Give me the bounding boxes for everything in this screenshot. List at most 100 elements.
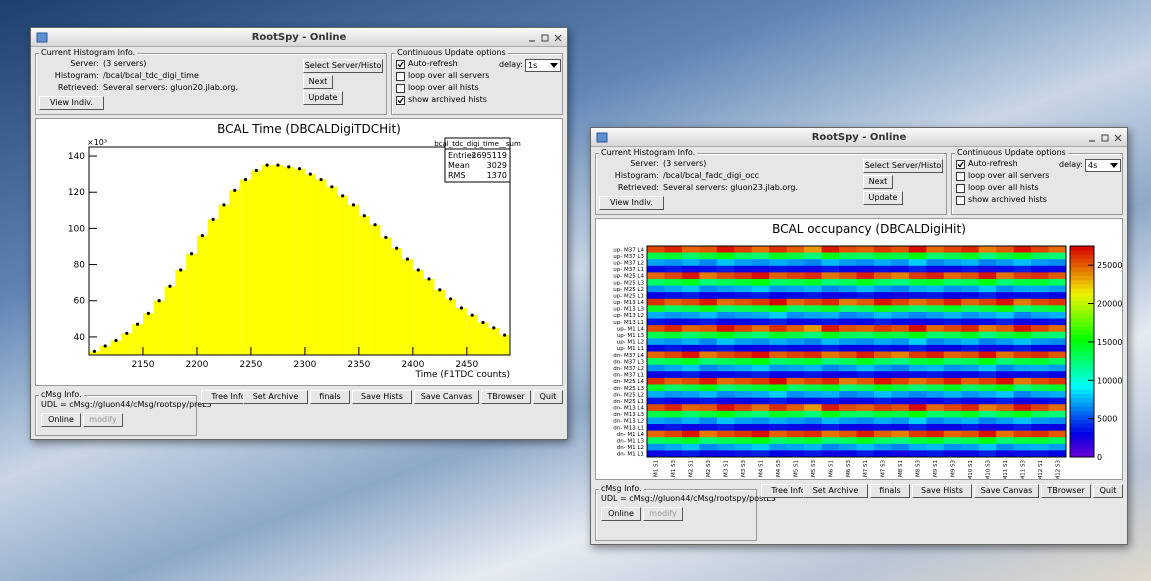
button[interactable]: Set Archive (803, 484, 868, 498)
heat-cell (891, 259, 910, 267)
button[interactable]: Next (303, 75, 333, 89)
button[interactable]: Select Server/Histo (303, 59, 383, 73)
heat-cell (856, 265, 875, 273)
heat-cell (769, 384, 787, 392)
heat-cell (734, 358, 753, 365)
button[interactable]: modify (643, 507, 683, 521)
heat-cell (751, 450, 770, 458)
heat-cell (926, 292, 945, 300)
button[interactable]: View Indiv. (599, 196, 664, 210)
heat-cell (908, 430, 927, 438)
button[interactable]: Save Canvas (974, 484, 1039, 498)
heat-cell (978, 252, 997, 260)
checkbox[interactable] (396, 96, 405, 105)
checkbox[interactable] (956, 184, 965, 193)
heat-cell (1048, 417, 1067, 425)
heat-cell (716, 246, 735, 253)
button[interactable]: Quit (533, 390, 563, 404)
checkbox[interactable] (396, 84, 405, 93)
heat-cell (699, 344, 718, 352)
heat-cell (769, 344, 787, 352)
heat-cell (1048, 338, 1067, 346)
heat-cell (734, 272, 753, 280)
heat-cell (891, 338, 910, 346)
heat-cell (699, 358, 718, 365)
y-tick-label: 120 (68, 188, 85, 198)
marker (470, 313, 474, 317)
heat-cell (961, 246, 980, 253)
checkbox[interactable] (956, 172, 965, 181)
heat-cell (681, 292, 700, 300)
marker (211, 217, 215, 221)
heat-cell (943, 377, 962, 385)
info-value: /bcal/bcal_fadc_digi_occ (663, 171, 760, 180)
heat-cell (699, 371, 718, 379)
heat-cell (664, 397, 683, 405)
heat-cell (681, 311, 700, 319)
heat-cell (699, 252, 718, 260)
heat-cell (856, 404, 875, 412)
heat-cell (734, 384, 753, 392)
checkbox[interactable] (396, 72, 405, 81)
delay-label: delay: (499, 60, 523, 69)
info-label: Retrieved: (57, 83, 99, 92)
button[interactable]: modify (83, 413, 123, 427)
button[interactable]: Update (863, 191, 903, 205)
checkbox[interactable] (956, 196, 965, 205)
colorbar-step (1070, 292, 1094, 297)
marker (125, 331, 129, 335)
checkbox[interactable] (956, 160, 965, 169)
delay-select[interactable]: 4s (1085, 159, 1121, 172)
button[interactable]: Select Server/Histo (863, 159, 943, 173)
delay-select[interactable]: 1s (525, 59, 561, 72)
button[interactable]: Save Canvas (414, 390, 479, 404)
heat-cell (943, 424, 962, 431)
colorbar-tick-label: 5000 (1097, 415, 1117, 424)
button[interactable]: Update (303, 91, 343, 105)
heat-cell (769, 278, 787, 286)
heat-cell (821, 292, 840, 300)
button[interactable]: finals (870, 484, 910, 498)
button[interactable]: View Indiv. (39, 96, 104, 110)
marker (276, 163, 280, 167)
bar (369, 224, 381, 355)
heat-cell (943, 371, 962, 379)
button[interactable]: finals (310, 390, 350, 404)
button[interactable]: TBrowser (1041, 484, 1091, 498)
button[interactable]: Online (601, 507, 641, 521)
heat-cell (647, 371, 665, 379)
button[interactable]: Quit (1093, 484, 1123, 498)
bar (229, 190, 241, 355)
checkbox[interactable] (396, 60, 405, 69)
button[interactable]: Tree Info (201, 390, 256, 404)
heat-cell (961, 430, 980, 438)
heat-cell (751, 391, 770, 398)
heat-cell (856, 344, 875, 352)
button[interactable]: Set Archive (243, 390, 308, 404)
heat-cell (734, 391, 753, 398)
heat-cell (856, 272, 875, 280)
heat-cell (804, 404, 822, 412)
heat-cell (1048, 430, 1067, 438)
heat-cell (839, 351, 857, 359)
marker (416, 268, 420, 272)
heat-cell (647, 265, 665, 273)
checkbox-label: loop over all servers (408, 71, 490, 80)
heat-cell (943, 259, 962, 267)
marker (189, 252, 194, 256)
button[interactable]: Online (41, 413, 81, 427)
button[interactable]: TBrowser (481, 390, 531, 404)
button[interactable]: Next (863, 175, 893, 189)
heat-cell (804, 424, 822, 431)
heat-cell (873, 358, 892, 365)
heat-cell (804, 437, 822, 445)
y-tick-label: up- M25 L1 (613, 293, 644, 299)
heat-cell (664, 331, 683, 339)
heat-cell (786, 338, 805, 346)
button[interactable]: Save Hists (912, 484, 972, 498)
colorbar-step (1070, 410, 1094, 416)
button[interactable]: Save Hists (352, 390, 412, 404)
heat-cell (821, 384, 840, 392)
heat-cell (786, 430, 805, 438)
heat-cell (1048, 410, 1067, 418)
